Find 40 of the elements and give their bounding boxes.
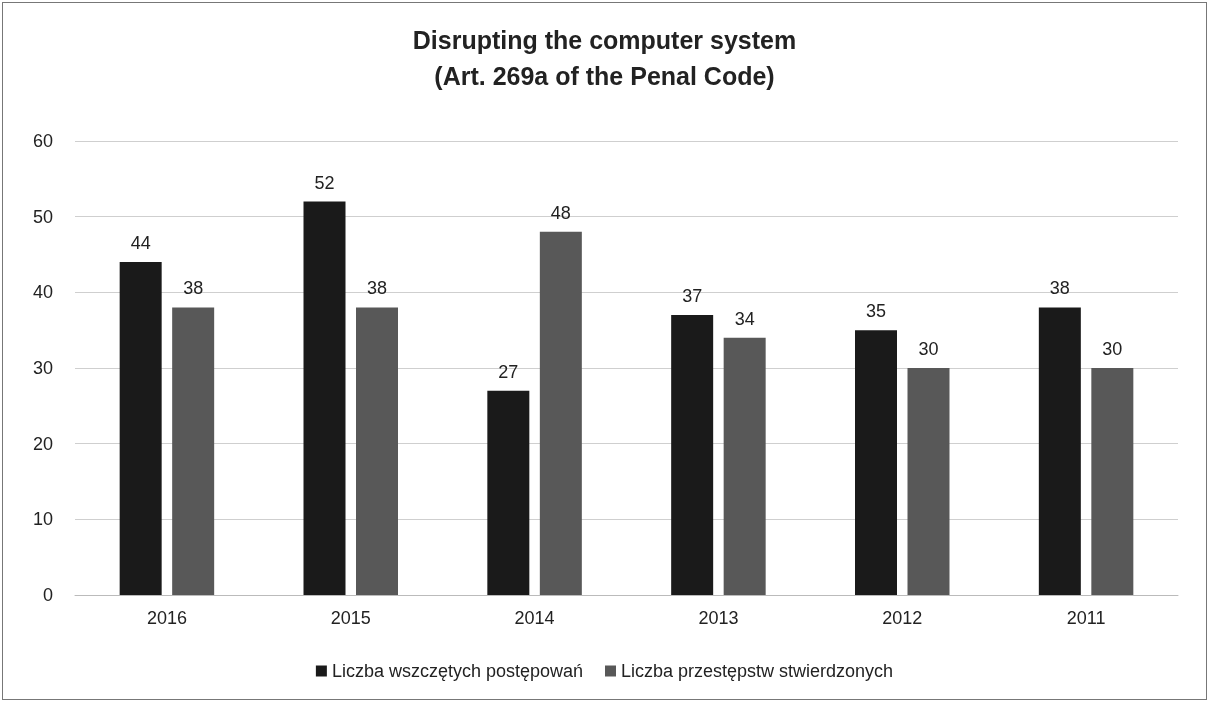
x-tick-label: 2012 xyxy=(882,608,923,628)
data-label: 44 xyxy=(130,233,151,254)
bar xyxy=(172,307,215,595)
x-tick-label: 2015 xyxy=(330,608,371,628)
y-tick-label: 50 xyxy=(32,206,53,227)
x-tick-label: 2011 xyxy=(1066,608,1106,628)
bar xyxy=(487,390,530,595)
data-label: 35 xyxy=(865,301,887,322)
bar xyxy=(539,231,582,595)
bar xyxy=(356,307,398,595)
bar xyxy=(1091,368,1134,595)
x-tick-label: 2016 xyxy=(146,608,187,628)
y-tick-label: 40 xyxy=(32,282,53,303)
data-label: 38 xyxy=(183,278,204,299)
bar xyxy=(855,330,897,595)
data-label: 52 xyxy=(314,172,335,193)
legend-label: Liczba przestępstw stwierdzonych xyxy=(621,661,894,681)
bar xyxy=(303,201,346,595)
data-label: 38 xyxy=(366,278,388,299)
x-tick-label: 2014 xyxy=(514,608,555,628)
chart-title: Disrupting the computer system (Art. 269a of the Penal Code) xyxy=(412,26,797,90)
y-tick-label: 10 xyxy=(32,509,53,530)
data-label: 38 xyxy=(1049,278,1070,299)
bar xyxy=(723,337,766,595)
bar xyxy=(671,315,714,595)
data-label: 34 xyxy=(734,308,755,329)
legend-label: Liczba wszczętych postępowań xyxy=(331,661,584,681)
y-tick-label: 0 xyxy=(42,585,53,605)
data-label: 37 xyxy=(682,286,703,307)
bar xyxy=(907,368,950,595)
y-tick-label: 60 xyxy=(32,131,53,151)
x-tick-label: 2013 xyxy=(698,608,739,628)
bar xyxy=(119,262,162,595)
y-tick-label: 20 xyxy=(32,433,53,454)
data-label: 30 xyxy=(918,339,939,359)
data-label: 30 xyxy=(1102,339,1123,359)
data-label: 48 xyxy=(550,202,571,223)
y-tick-label: 30 xyxy=(32,358,53,378)
data-label: 27 xyxy=(498,361,519,382)
bar xyxy=(1038,307,1081,595)
